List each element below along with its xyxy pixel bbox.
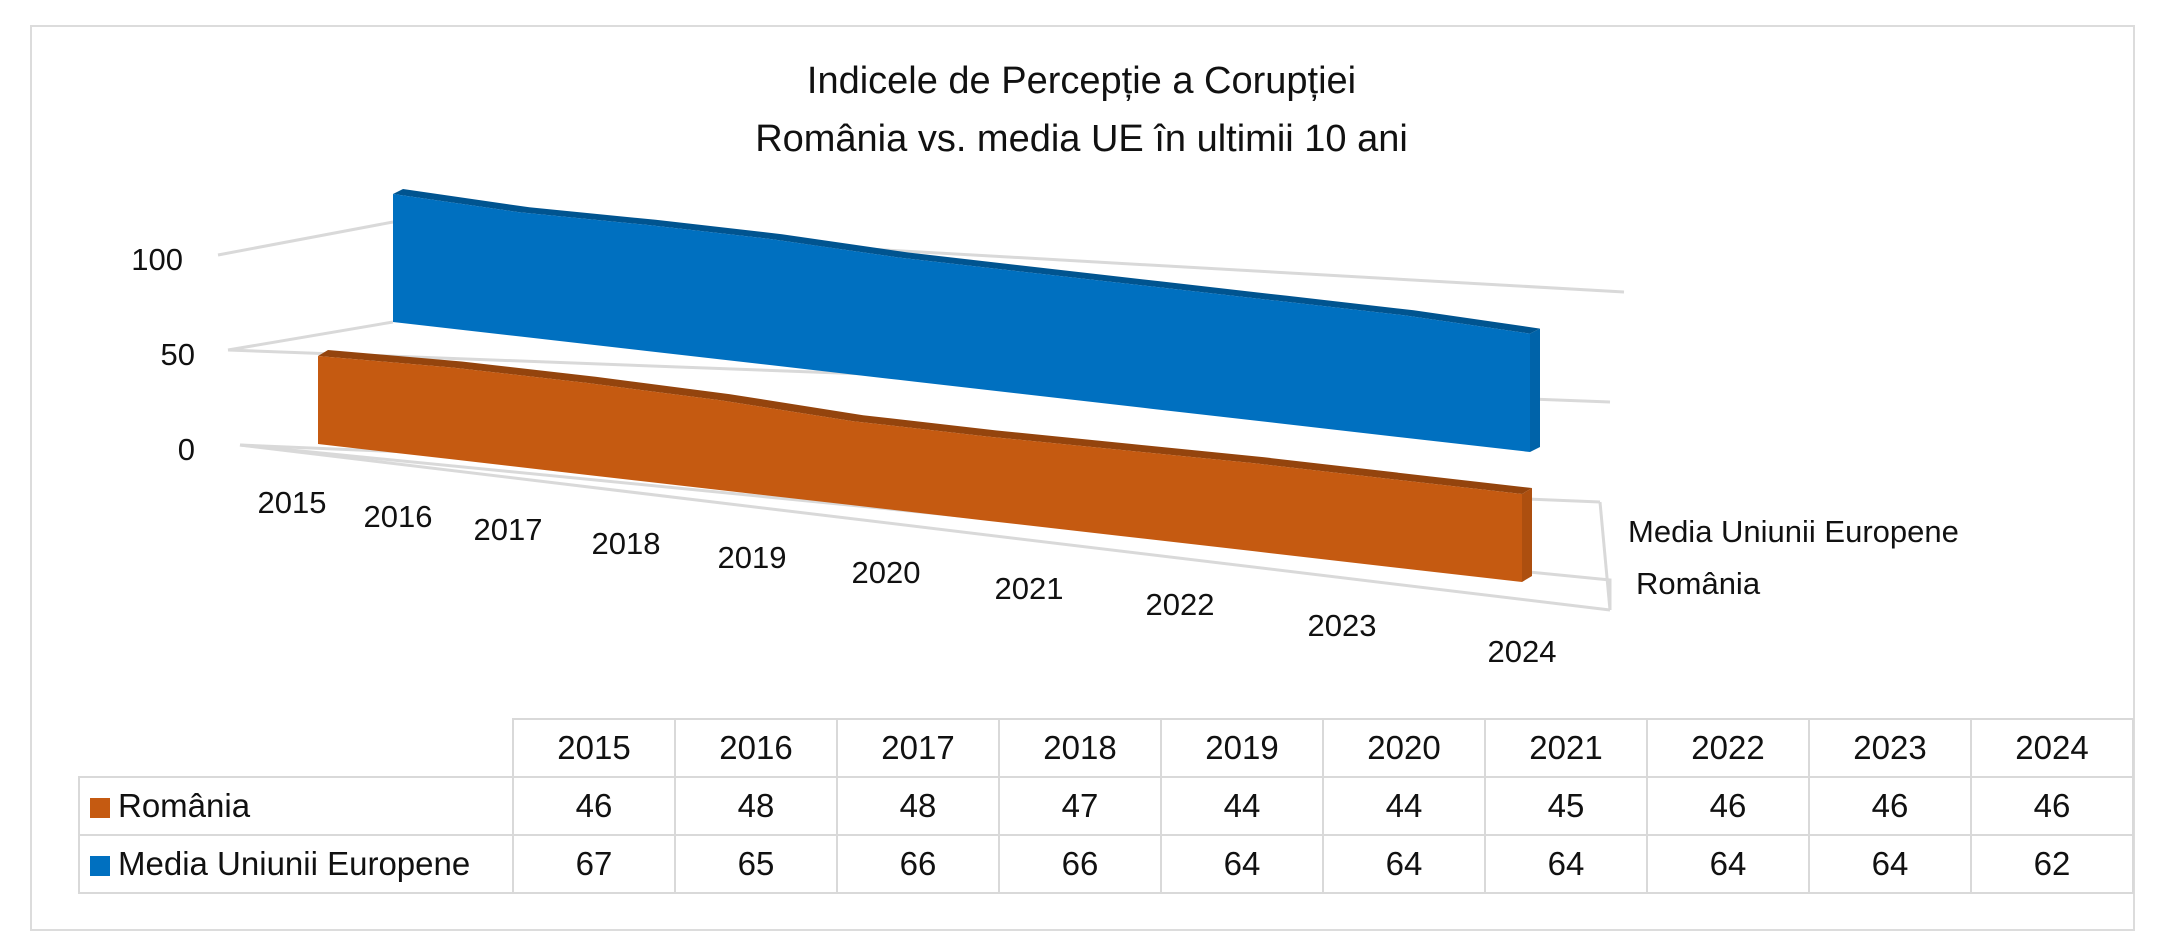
table-header-cell: 2021 xyxy=(1484,718,1648,778)
table-cell: 44 xyxy=(1322,776,1486,836)
table-cell: 64 xyxy=(1484,834,1648,894)
y-tick-label: 50 xyxy=(161,337,195,372)
legend-swatch xyxy=(90,856,110,876)
table-header-cell: 2017 xyxy=(836,718,1000,778)
table-cell: 67 xyxy=(512,834,676,894)
eu-series-ribbon-top xyxy=(393,189,1540,334)
table-header-cell: 2018 xyxy=(998,718,1162,778)
x-tick-label: 2024 xyxy=(1488,634,1557,669)
table-header-cell: 2020 xyxy=(1322,718,1486,778)
chart-subtitle: România vs. media UE în ultimii 10 ani xyxy=(755,118,1408,160)
x-tick-label: 2016 xyxy=(364,499,433,534)
romania-series-ribbon-face xyxy=(318,356,1522,582)
data-table: 2015 2016 2017 2018 2019 2020 2021 2022 2023 2024… xyxy=(78,718,2134,894)
x-tick-label: 2023 xyxy=(1308,608,1377,643)
table-header-cell: 2024 xyxy=(1970,718,2134,778)
romania-series-ribbon-top xyxy=(318,350,1532,494)
table-cell: 64 xyxy=(1646,834,1810,894)
table-cell: 48 xyxy=(836,776,1000,836)
legend-swatch xyxy=(90,798,110,818)
x-tick-label: 2018 xyxy=(592,526,661,561)
romania-series-ribbon-end xyxy=(1522,488,1532,582)
table-header-cell: 2016 xyxy=(674,718,838,778)
series-name: România xyxy=(118,787,251,824)
x-tick-label: 2015 xyxy=(258,485,327,520)
table-cell: 46 xyxy=(1808,776,1972,836)
table-header-cell: 2019 xyxy=(1160,718,1324,778)
x-tick-label: 2019 xyxy=(718,540,787,575)
table-cell: 65 xyxy=(674,834,838,894)
table-cell: 46 xyxy=(1646,776,1810,836)
x-tick-label: 2022 xyxy=(1146,587,1215,622)
table-row: Media Uniunii Europene 67 65 66 66 64 64 64 64 64… xyxy=(78,834,2134,894)
table-header-cell: 2022 xyxy=(1646,718,1810,778)
table-header-cell: 2015 xyxy=(512,718,676,778)
x-tick-label: 2020 xyxy=(852,555,921,590)
table-cell: 46 xyxy=(1970,776,2134,836)
table-cell: 46 xyxy=(512,776,676,836)
floor-right-edge xyxy=(1598,501,1612,611)
table-cell: 48 xyxy=(674,776,838,836)
table-header-cell: 2023 xyxy=(1808,718,1972,778)
table-cell: 47 xyxy=(998,776,1162,836)
gridline-100-side xyxy=(217,220,394,257)
table-cell: 64 xyxy=(1808,834,1972,894)
chart-frame xyxy=(30,25,2135,931)
table-cell: 64 xyxy=(1160,834,1324,894)
table-row-header: Media Uniunii Europene xyxy=(78,834,514,894)
legend-label: Media Uniunii Europene xyxy=(1628,514,1959,549)
table-cell: 64 xyxy=(1322,834,1486,894)
table-cell: 66 xyxy=(836,834,1000,894)
eu-series-ribbon-end xyxy=(1530,328,1540,452)
table-corner xyxy=(79,719,514,778)
y-tick-label: 100 xyxy=(131,242,183,277)
gridline-50-side xyxy=(227,320,394,352)
table-row: România 46 48 48 47 44 44 45 46 46 46 xyxy=(78,776,2134,836)
y-tick-label: 0 xyxy=(178,432,195,467)
chart-title: Indicele de Percepție a Corupției xyxy=(806,60,1357,102)
x-tick-label: 2021 xyxy=(995,571,1064,606)
table-cell: 44 xyxy=(1160,776,1324,836)
series-name: Media Uniunii Europene xyxy=(118,845,471,882)
eu-series-ribbon-face xyxy=(393,194,1530,452)
legend-label: România xyxy=(1636,566,1761,601)
table-row-header: România xyxy=(78,776,514,836)
table-cell: 62 xyxy=(1970,834,2134,894)
table-cell: 66 xyxy=(998,834,1162,894)
x-tick-label: 2017 xyxy=(474,512,543,547)
table-header-row: 2015 2016 2017 2018 2019 2020 2021 2022 2023 2024 xyxy=(79,718,2134,778)
floor-front-edge xyxy=(239,443,1611,612)
table-cell: 45 xyxy=(1484,776,1648,836)
